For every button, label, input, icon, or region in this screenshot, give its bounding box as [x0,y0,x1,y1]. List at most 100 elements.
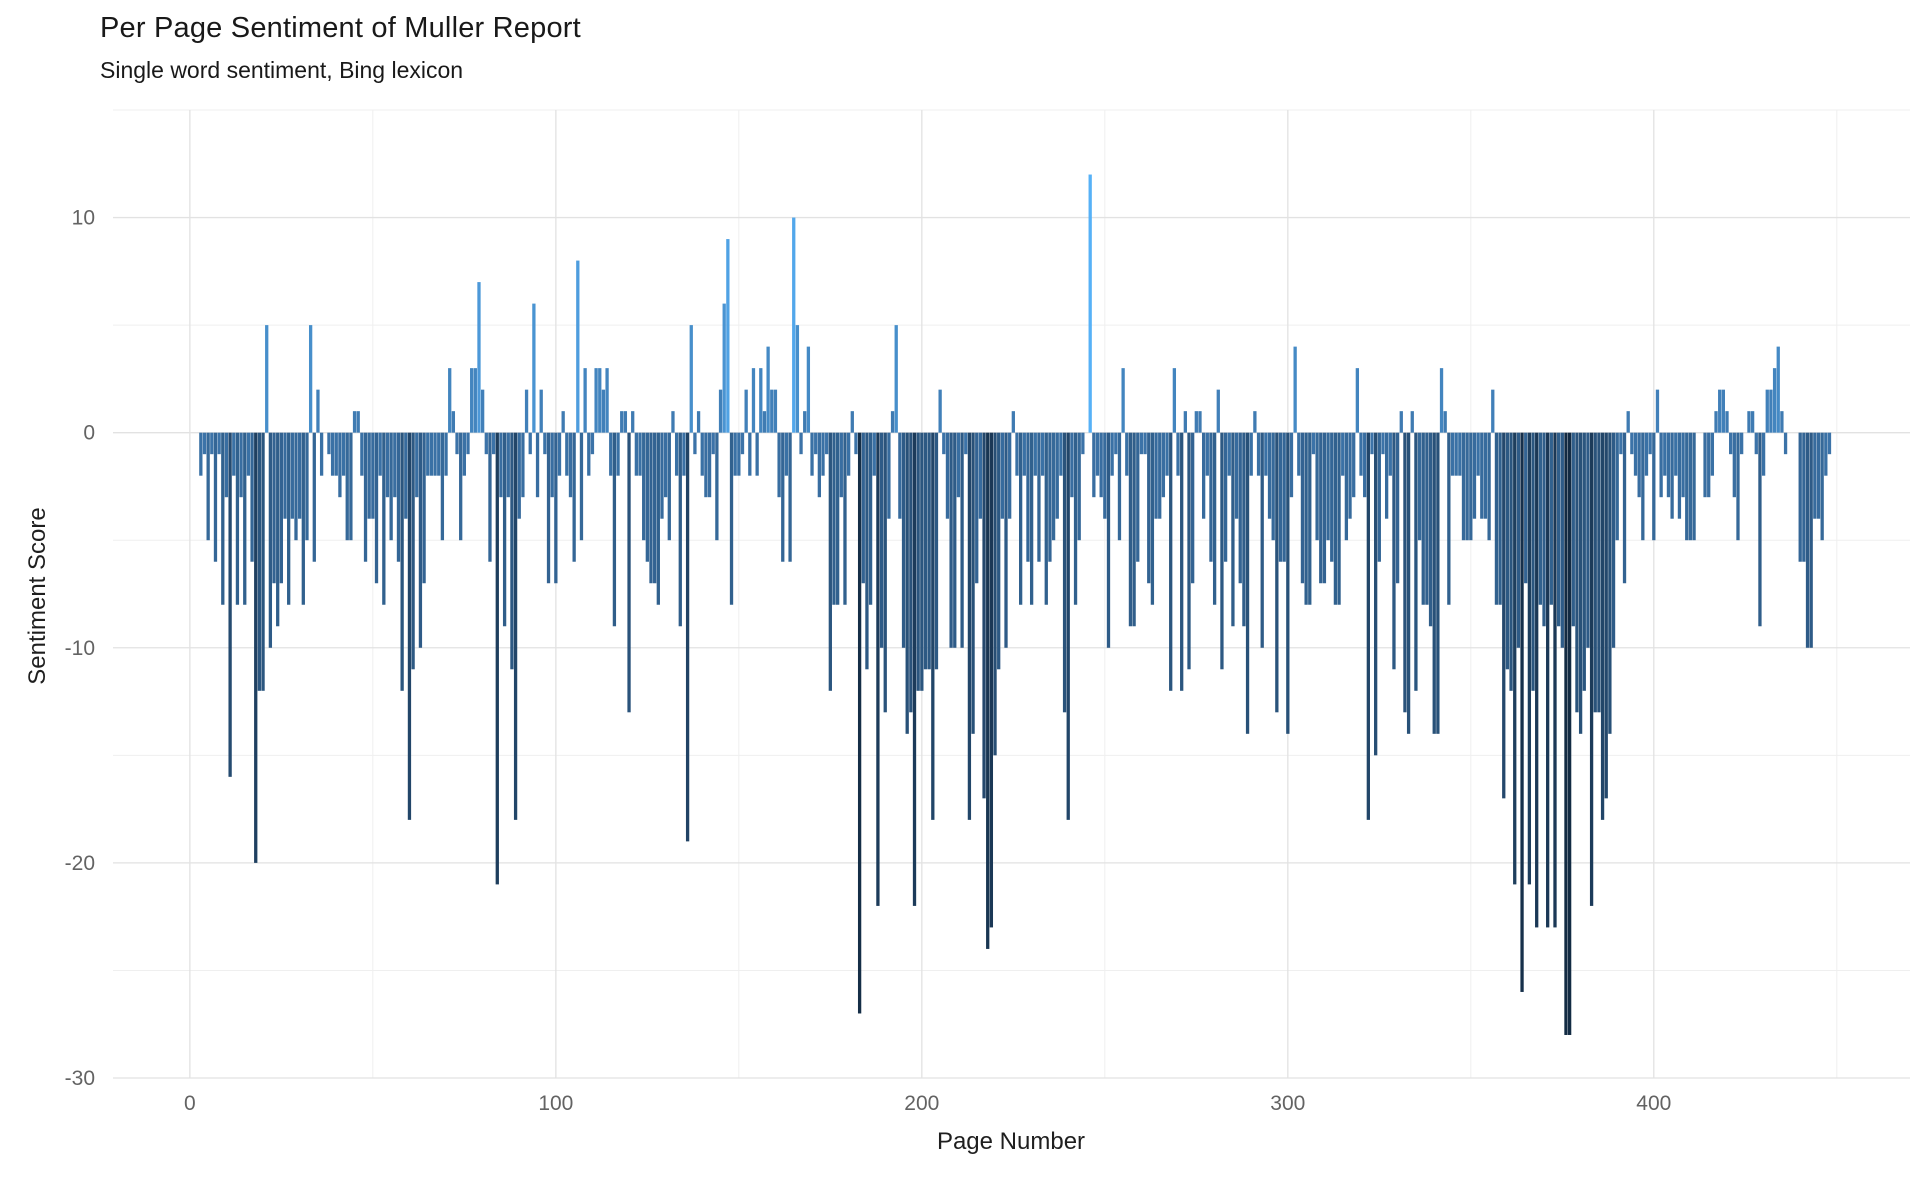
sentiment-bar [770,389,774,433]
sentiment-bar [799,432,803,455]
sentiment-bar [1425,432,1429,605]
sentiment-bar [1158,432,1162,519]
sentiment-bar [1718,389,1722,433]
sentiment-bar [828,432,832,691]
sentiment-bar [1026,432,1030,562]
sentiment-bar [1125,432,1129,476]
sentiment-bar [715,432,719,541]
sentiment-bar [1363,432,1367,498]
sentiment-bar [645,432,649,562]
sentiment-bar [579,432,584,541]
sentiment-bar [400,432,404,691]
sentiment-bar [228,432,232,777]
sentiment-bar [235,432,240,605]
sentiment-bar [685,432,690,842]
sentiment-bar [243,432,247,605]
sentiment-bar [748,432,752,476]
sentiment-bar [1458,432,1462,476]
sentiment-bar [1761,432,1766,476]
sentiment-bar [1117,432,1122,541]
sentiment-bar [1805,432,1810,648]
sentiment-bar [466,432,470,455]
sentiment-bar [532,303,536,433]
sentiment-bar [649,432,653,584]
sentiment-bar [1432,432,1436,734]
sentiment-bar [1450,432,1455,476]
sentiment-bar [1567,432,1572,1035]
sentiment-bar [850,411,854,433]
sentiment-bar [1454,432,1458,476]
sentiment-bar [1337,432,1341,605]
sentiment-bar [1827,432,1832,455]
sentiment-bar [1677,432,1682,519]
sentiment-bar [510,432,514,670]
sentiment-bar [1352,432,1356,498]
sentiment-bar [1630,432,1634,455]
sentiment-bar [246,432,251,476]
sentiment-bar [971,432,975,734]
sentiment-bar [1161,432,1166,498]
sentiment-bar [367,432,371,519]
sentiment-bar [396,432,401,562]
sentiment-bar [1055,432,1059,519]
sentiment-bar [737,432,741,476]
sentiment-bar [565,432,569,476]
sentiment-bar [451,411,456,433]
sentiment-bar [422,432,426,584]
sentiment-bar [1293,346,1297,433]
sentiment-bar [440,432,445,541]
sentiment-bar [1666,432,1671,498]
sentiment-bar [415,432,419,498]
sentiment-bar [1600,432,1605,820]
sentiment-bar [1589,432,1594,906]
sentiment-bar [1381,432,1385,455]
sentiment-bar [718,389,723,433]
sentiment-bar [1491,389,1495,433]
sentiment-bar [477,282,481,433]
sentiment-bar [407,432,412,820]
sentiment-bar [1095,432,1100,476]
y-tick-label: -30 [65,1067,95,1090]
sentiment-bar [1502,432,1506,799]
sentiment-bar [268,432,273,648]
sentiment-bar [298,432,302,519]
sentiment-bar [1103,432,1107,519]
sentiment-bar [470,368,474,433]
sentiment-bar [345,432,349,541]
sentiment-bar [1410,411,1414,433]
sentiment-bar [587,432,591,476]
sentiment-bar [803,411,807,433]
sentiment-bar [1447,432,1451,605]
sentiment-bar [1575,432,1579,713]
sentiment-bar [1286,432,1290,734]
sentiment-bar [429,432,434,476]
sentiment-bar [861,432,865,584]
sentiment-bar [1099,432,1103,498]
sentiment-bar [1557,432,1561,627]
sentiment-bar [627,432,631,713]
sentiment-bar [1655,389,1660,433]
sentiment-bar [653,432,657,584]
sentiment-bar [1066,432,1070,820]
chart-subtitle: Single word sentiment, Bing lexicon [100,57,464,83]
sentiment-bar [667,432,671,541]
y-tick-label: 10 [72,207,95,230]
sentiment-bar [1527,432,1532,885]
sentiment-bar [704,432,708,498]
sentiment-bar [1238,432,1242,584]
sentiment-bar [795,325,800,433]
sentiment-bar [371,432,375,519]
sentiment-bar [206,432,210,541]
x-tick-label: 400 [1636,1092,1671,1115]
sentiment-bar [949,432,953,648]
sentiment-bar [393,432,397,498]
sentiment-bar [1802,432,1806,562]
chart-title: Per Page Sentiment of Muller Report [100,12,581,44]
sentiment-bar [733,432,737,476]
sentiment-bar [250,432,254,562]
sentiment-bar [814,432,818,455]
sentiment-bar [634,432,639,476]
sentiment-bar [1289,432,1294,498]
